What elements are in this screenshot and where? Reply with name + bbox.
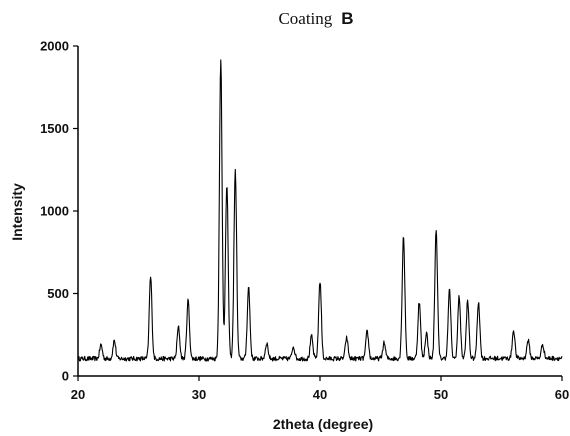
y-tick-label: 500 bbox=[47, 286, 69, 301]
x-tick-label: 60 bbox=[555, 387, 569, 402]
x-axis-label: 2theta (degree) bbox=[273, 416, 373, 432]
chart-title-text: Coating bbox=[278, 9, 332, 28]
y-tick-label: 1000 bbox=[40, 204, 69, 219]
x-tick-label: 20 bbox=[71, 387, 85, 402]
x-tick-label: 40 bbox=[313, 387, 327, 402]
y-axis-label: Intensity bbox=[9, 183, 25, 241]
x-tick-label: 50 bbox=[434, 387, 448, 402]
y-tick-label: 1500 bbox=[40, 121, 69, 136]
chart-title: Coating B bbox=[278, 9, 353, 28]
plot-area bbox=[77, 46, 562, 377]
y-axis-ticks: 0 500 1000 1500 2000 bbox=[40, 39, 78, 384]
chart-title-bold: B bbox=[341, 9, 353, 28]
x-axis-ticks: 20 30 40 50 60 bbox=[71, 376, 569, 402]
y-tick-label: 0 bbox=[62, 369, 69, 384]
y-tick-label: 2000 bbox=[40, 39, 69, 54]
diffraction-pattern-line bbox=[77, 59, 563, 362]
x-tick-label: 30 bbox=[192, 387, 206, 402]
